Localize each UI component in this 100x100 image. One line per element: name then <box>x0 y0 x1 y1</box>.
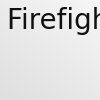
Bar <box>95 9 96 34</box>
Bar <box>35 54 40 85</box>
Bar <box>65 44 70 85</box>
Bar <box>70 27 75 85</box>
Bar <box>47 50 52 85</box>
Text: Firefighting Foam Market, By Regional, 2023 & 2032: Firefighting Foam Market, By Regional, 2… <box>7 7 100 35</box>
Bar <box>82 76 88 85</box>
Legend: 2023, 2032: 2023, 2032 <box>0 17 100 51</box>
Bar <box>30 63 35 85</box>
Text: 0.07: 0.07 <box>12 67 49 82</box>
Bar <box>17 77 23 85</box>
Bar <box>94 12 95 34</box>
Bar <box>12 81 17 85</box>
Bar <box>88 72 93 85</box>
Bar <box>93 16 94 34</box>
Circle shape <box>90 10 92 16</box>
Bar <box>52 38 58 85</box>
